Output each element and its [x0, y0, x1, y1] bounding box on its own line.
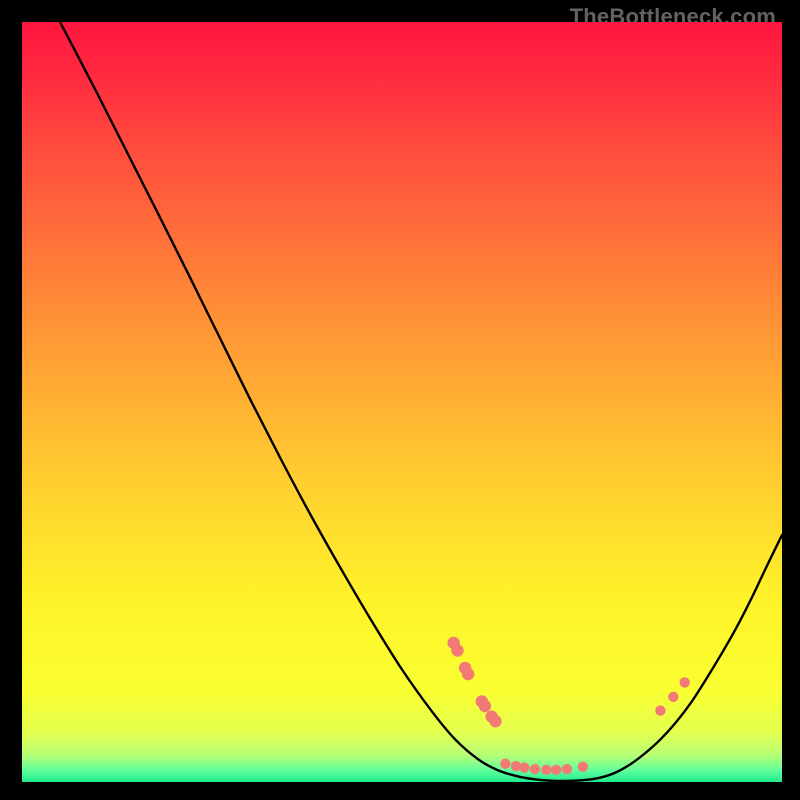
data-marker [541, 765, 551, 775]
bottleneck-chart [22, 22, 782, 782]
data-marker [680, 677, 690, 687]
app-root: TheBottleneck.com [0, 0, 800, 800]
data-marker [462, 668, 474, 680]
data-marker [500, 759, 510, 769]
data-marker [578, 762, 588, 772]
data-marker [451, 644, 463, 656]
data-marker [530, 764, 540, 774]
data-marker [551, 765, 561, 775]
data-marker [562, 764, 572, 774]
data-marker [668, 692, 678, 702]
data-marker [479, 700, 491, 712]
data-marker [655, 705, 665, 715]
data-marker [519, 762, 529, 772]
data-marker [489, 715, 501, 727]
chart-area [22, 22, 782, 782]
